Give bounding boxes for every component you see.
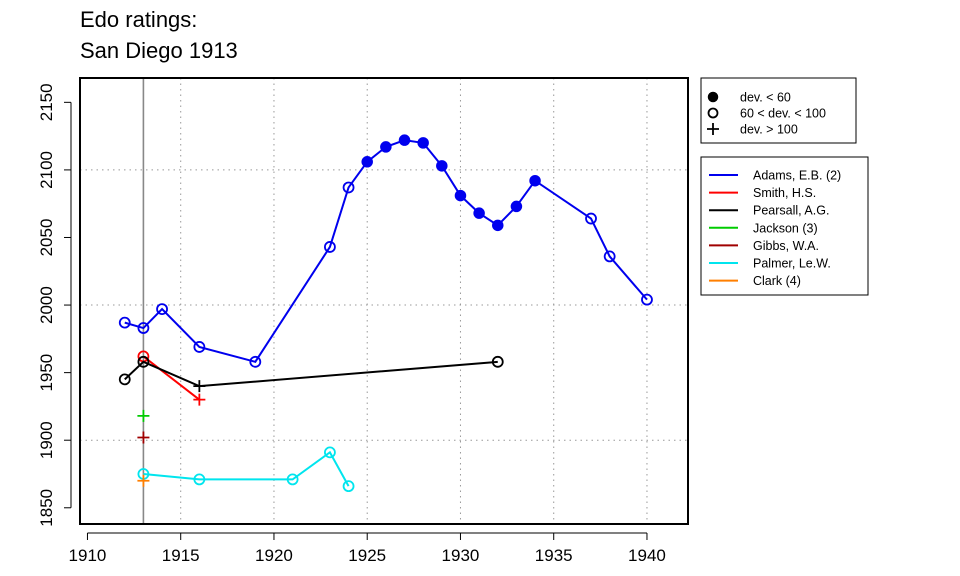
series-group (137, 409, 150, 422)
marker-open (193, 473, 206, 486)
marker-open (118, 316, 131, 329)
series-group (137, 350, 206, 406)
x-tick-label: 1930 (442, 546, 480, 565)
chart-title-line-2: San Diego 1913 (80, 38, 238, 63)
marker-plus (137, 431, 150, 444)
marker-open (118, 373, 131, 386)
x-tick-label: 1920 (255, 546, 293, 565)
marker-open (156, 303, 168, 316)
marker-open (324, 446, 336, 459)
marker-filled (417, 137, 429, 149)
marker-filled (380, 141, 392, 153)
series-line (124, 139, 648, 363)
marker-open (137, 355, 150, 368)
y-tick-label: 1900 (37, 421, 56, 459)
marker-open (342, 181, 355, 194)
legend-label: Smith, H.S. (753, 186, 816, 200)
y-tick-label: 2050 (37, 219, 56, 257)
marker-plus (137, 474, 150, 487)
marker-open (603, 250, 616, 263)
y-tick-label: 2000 (37, 286, 56, 324)
grid-lines (80, 78, 688, 524)
x-tick-label: 1915 (162, 546, 200, 565)
axes: 1910 1915 1920 1925 1930 1935 1940 1850 1900 1950… (37, 83, 666, 565)
chart-title-line-1: Edo ratings: (80, 7, 197, 32)
marker-legend-box (700, 77, 857, 144)
x-tick-label: 1935 (535, 546, 573, 565)
marker-open (249, 355, 262, 368)
marker-plus (707, 123, 719, 135)
legend-label: Gibbs, W.A. (753, 239, 819, 253)
marker-filled (473, 207, 485, 219)
marker-filled (436, 160, 448, 172)
marker-open (193, 341, 206, 353)
series-line (142, 355, 200, 401)
marker-filled (398, 134, 411, 146)
series-line (124, 360, 498, 388)
legend-label: Palmer, Le.W. (753, 257, 831, 271)
series-group (137, 446, 355, 493)
marker-legend-label: dev. < 60 (740, 91, 791, 105)
marker-filled (510, 200, 523, 213)
marker-plus (193, 380, 206, 393)
marker-legend-label: 60 < dev. < 100 (740, 107, 826, 121)
marker-legend-label: dev. > 100 (740, 123, 798, 137)
marker-plus (193, 393, 206, 406)
marker-open (324, 241, 336, 253)
marker-open (342, 480, 355, 493)
x-tick-label: 1910 (69, 546, 107, 565)
plot-frame (79, 77, 689, 525)
marker-legend: dev. < 60 60 < dev. < 100 dev. > 100 (700, 77, 857, 144)
marker-filled (454, 189, 467, 202)
chart-title: Edo ratings: San Diego 1913 (80, 7, 238, 63)
series-line (143, 450, 350, 487)
legend-label: Pearsall, A.G. (753, 204, 829, 218)
series-group (118, 355, 504, 393)
marker-filled (529, 174, 541, 187)
x-tick-label: 1940 (628, 546, 666, 565)
y-tick-label: 1950 (37, 354, 56, 392)
y-tick-label: 2100 (37, 151, 56, 189)
marker-plus (137, 409, 150, 422)
series-legend: Adams, E.B. (2) Smith, H.S. Pearsall, A.G.… (700, 156, 869, 296)
marker-open (707, 107, 719, 119)
legend-label: Adams, E.B. (2) (753, 169, 841, 183)
plot-series (118, 134, 653, 493)
series-group (137, 474, 150, 487)
y-tick-label: 2150 (37, 83, 56, 121)
marker-filled (492, 219, 504, 232)
series-legend-box (700, 156, 869, 296)
marker-open (491, 355, 504, 368)
marker-filled (707, 91, 719, 103)
y-tick-label: 1850 (37, 489, 56, 527)
series-group (137, 431, 150, 444)
marker-filled (361, 156, 373, 168)
legend-label: Jackson (3) (753, 221, 818, 235)
marker-open (137, 322, 150, 334)
x-tick-label: 1925 (348, 546, 386, 565)
marker-open (286, 473, 299, 486)
legend-label: Clark (4) (753, 274, 801, 288)
marker-open (641, 293, 653, 306)
series-group (118, 134, 653, 368)
marker-open (585, 212, 597, 225)
